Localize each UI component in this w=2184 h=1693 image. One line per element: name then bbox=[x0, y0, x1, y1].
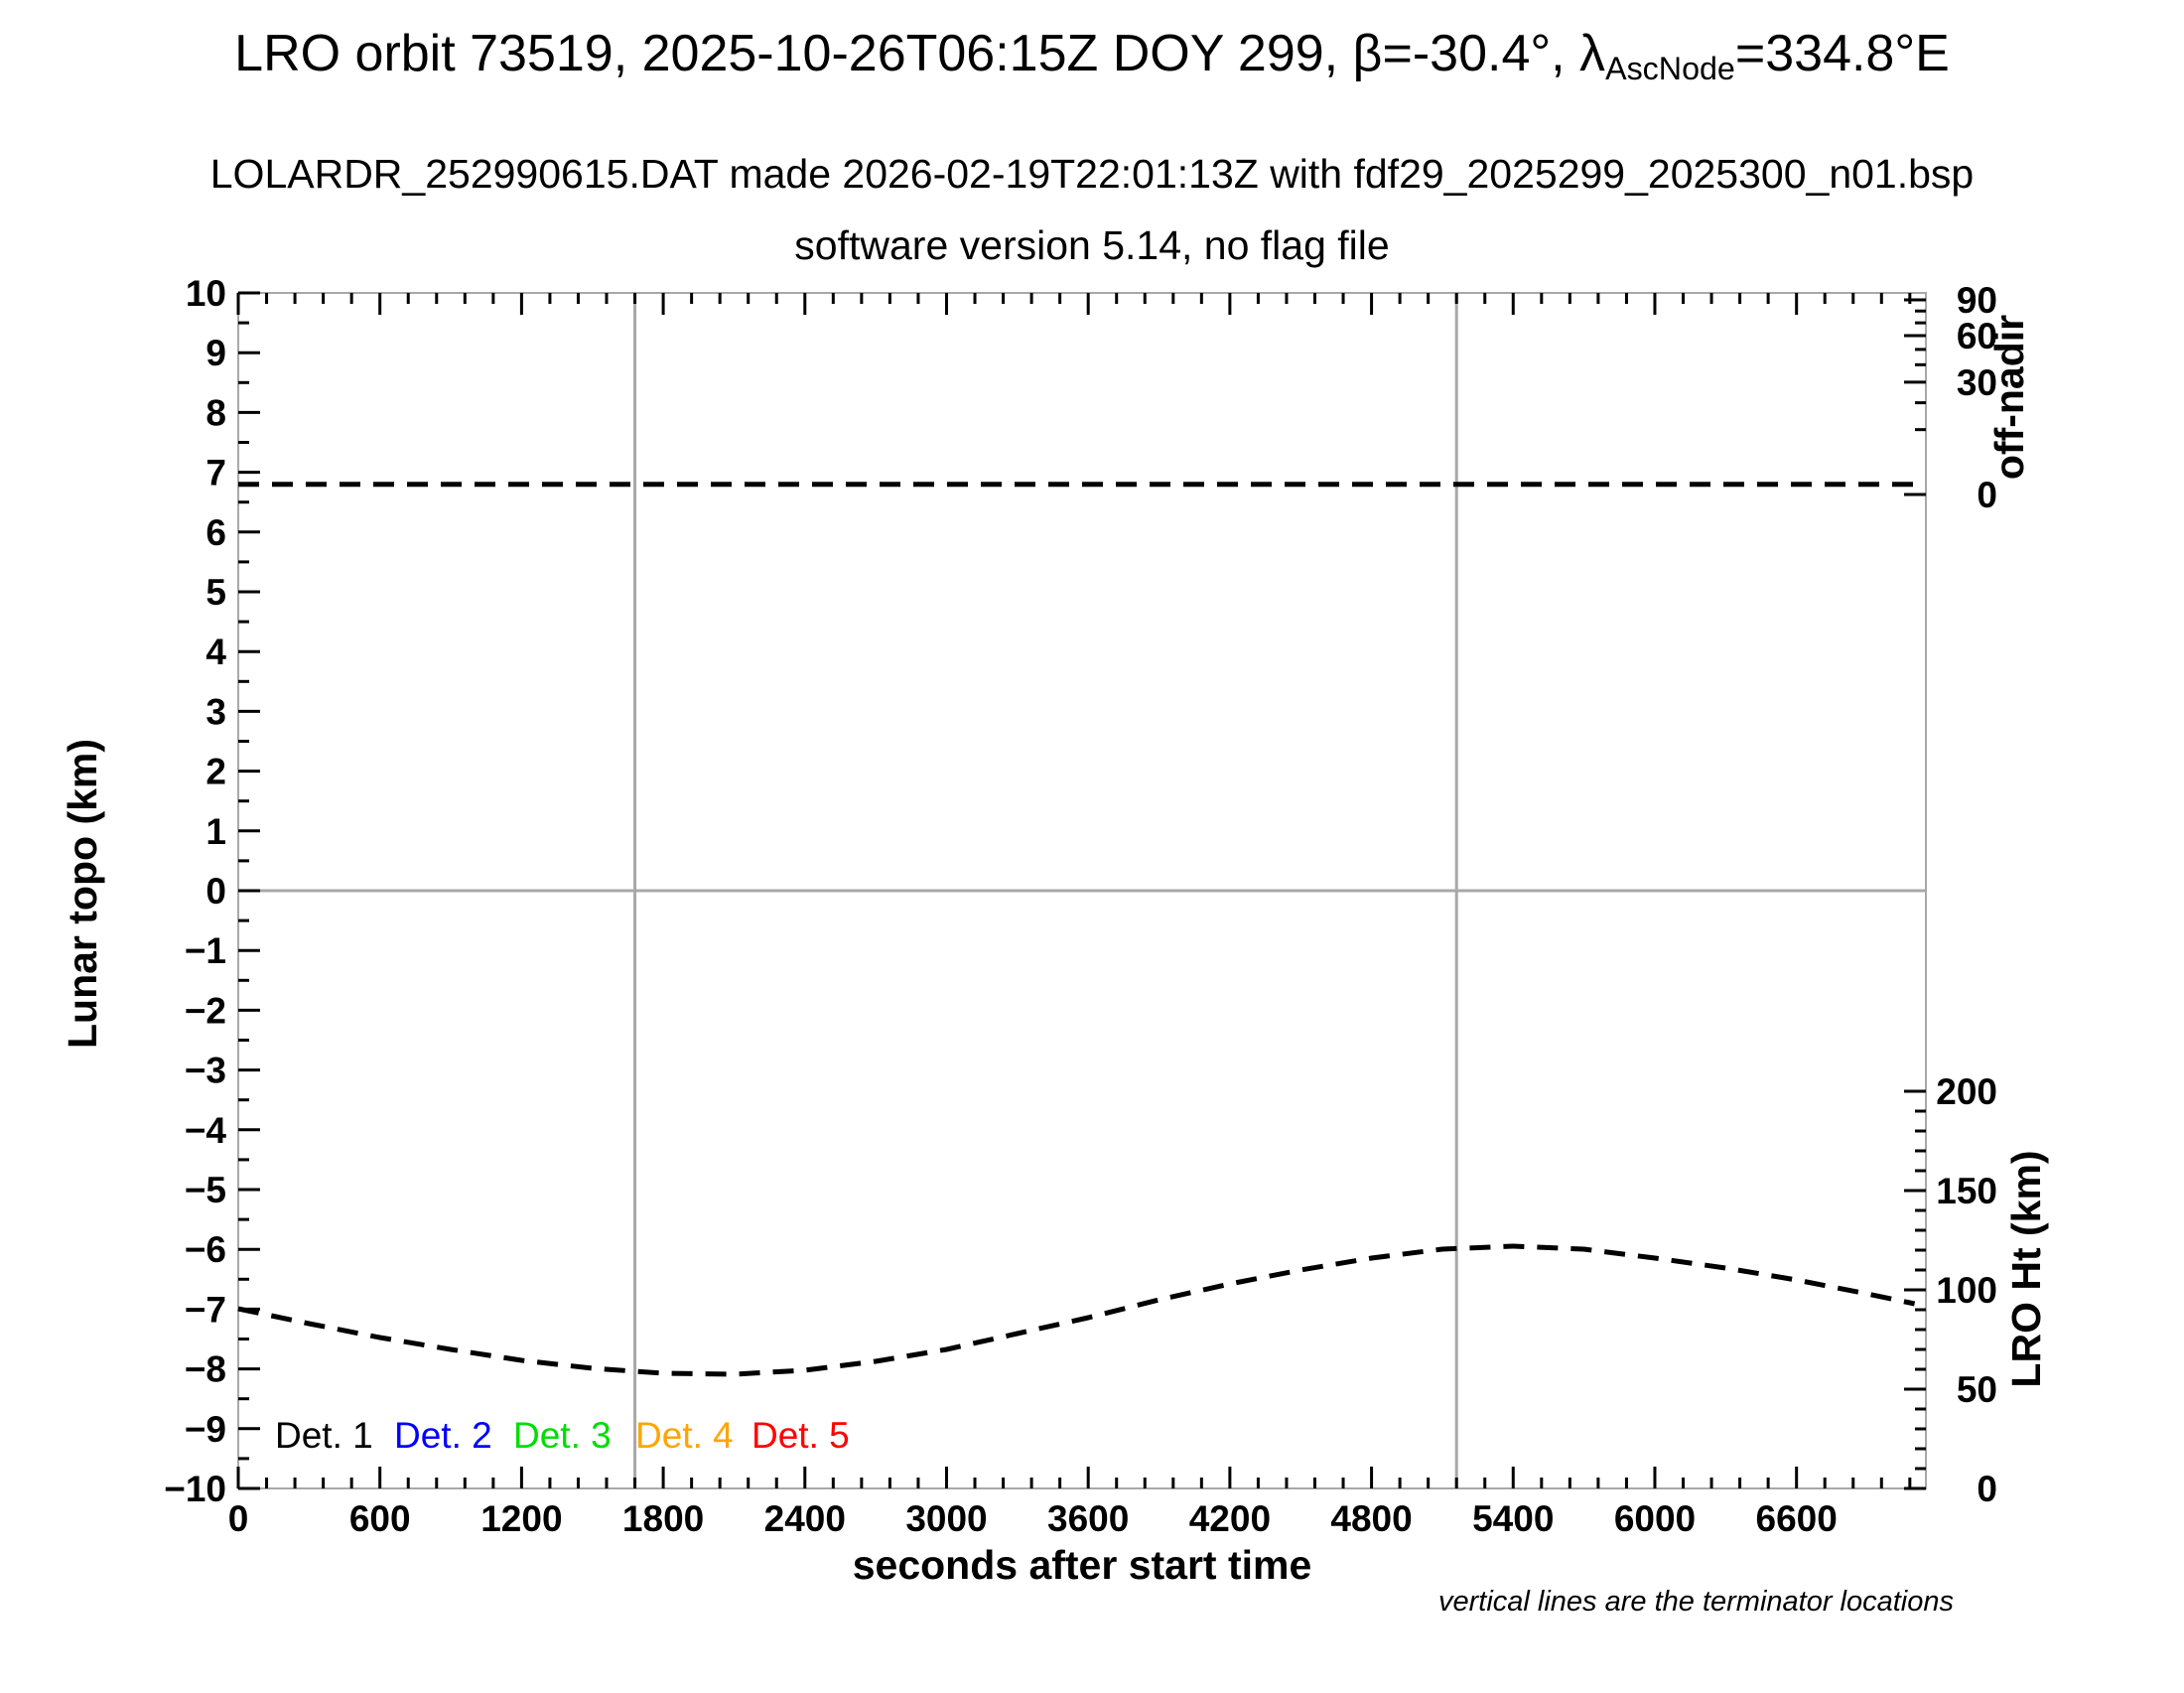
y-left-tick-label: 6 bbox=[205, 512, 226, 553]
figure-title-main: LRO orbit 73519, 2025-10-26T06:15Z DOY 2… bbox=[234, 25, 1606, 82]
x-axis-title: seconds after start time bbox=[853, 1542, 1312, 1588]
y-left-tick-label: 4 bbox=[205, 632, 226, 672]
y-axis-lroht-title: LRO Ht (km) bbox=[2003, 1150, 2049, 1387]
y-left-tick-label: −8 bbox=[185, 1349, 226, 1390]
y-left-tick-label: −2 bbox=[185, 990, 226, 1031]
lroht-tick-label: 150 bbox=[1936, 1171, 1997, 1211]
x-tick-label: 1800 bbox=[622, 1498, 704, 1539]
x-tick-label: 4800 bbox=[1330, 1498, 1412, 1539]
x-tick-label: 2400 bbox=[764, 1498, 846, 1539]
y-left-tick-label: 1 bbox=[205, 811, 226, 852]
lroht-tick-label: 0 bbox=[1977, 1469, 1997, 1509]
terminator-footnote: vertical lines are the terminator locati… bbox=[1438, 1586, 1954, 1618]
offnadir-tick-label: 90 bbox=[1957, 280, 1997, 321]
x-tick-label: 3000 bbox=[905, 1498, 987, 1539]
legend-item-2: Det. 2 bbox=[394, 1415, 492, 1456]
figure-subtitle-version: software version 5.14, no flag file bbox=[794, 222, 1390, 268]
lroht-tick-label: 200 bbox=[1936, 1071, 1997, 1112]
legend-item-4: Det. 4 bbox=[635, 1415, 734, 1456]
y-axis-offnadir-title: off-nadir bbox=[1986, 315, 2032, 480]
y-left-tick-label: 8 bbox=[205, 392, 226, 433]
y-left-tick-label: 5 bbox=[205, 572, 226, 613]
y-left-tick-label: 7 bbox=[205, 453, 226, 494]
lroht-tick-label: 100 bbox=[1936, 1270, 1997, 1311]
y-left-tick-label: 2 bbox=[205, 752, 226, 792]
x-tick-label: 6000 bbox=[1614, 1498, 1696, 1539]
y-left-tick-label: −1 bbox=[185, 930, 226, 971]
offnadir-tick-label: 60 bbox=[1957, 316, 1997, 356]
y-left-tick-label: −6 bbox=[185, 1229, 226, 1270]
gridlines bbox=[238, 293, 1926, 1488]
figure-title: LRO orbit 73519, 2025-10-26T06:15Z DOY 2… bbox=[0, 24, 2184, 87]
legend-item-3: Det. 3 bbox=[513, 1415, 612, 1456]
figure-title-subscript: AscNode bbox=[1605, 51, 1735, 87]
offnadir-tick-label: 0 bbox=[1977, 475, 1997, 515]
y-left-tick-label: −10 bbox=[164, 1469, 226, 1509]
y-left-tick-label: −7 bbox=[185, 1289, 226, 1330]
x-tick-label: 6600 bbox=[1756, 1498, 1838, 1539]
legend-item-1: Det. 1 bbox=[275, 1415, 373, 1456]
y-left-tick-label: 10 bbox=[186, 273, 226, 314]
x-tick-label: 1200 bbox=[480, 1498, 562, 1539]
y-left-tick-label: 0 bbox=[205, 871, 226, 912]
legend-item-5: Det. 5 bbox=[751, 1415, 850, 1456]
axis-ticks bbox=[236, 291, 1926, 1490]
y-left-tick-label: −3 bbox=[185, 1051, 226, 1091]
x-tick-label: 600 bbox=[349, 1498, 411, 1539]
curve-LRO-height bbox=[237, 1243, 1916, 1377]
offnadir-tick-label: 30 bbox=[1957, 362, 1997, 403]
figure-subtitle-file: LOLARDR_252990615.DAT made 2026-02-19T22… bbox=[209, 151, 1975, 197]
detector-legend: Det. 1 Det. 2 Det. 3 Det. 4 Det. 5 bbox=[275, 1415, 850, 1456]
y-left-tick-label: −9 bbox=[185, 1409, 226, 1450]
y-axis-left-title: Lunar topo (km) bbox=[60, 739, 105, 1049]
y-left-tick-label: 9 bbox=[205, 333, 226, 373]
x-tick-label: 3600 bbox=[1047, 1498, 1129, 1539]
data-curves bbox=[237, 482, 1926, 1377]
y-left-tick-label: 3 bbox=[205, 691, 226, 732]
x-tick-label: 5400 bbox=[1472, 1498, 1554, 1539]
x-tick-label: 0 bbox=[228, 1498, 249, 1539]
figure-title-suffix: =334.8°E bbox=[1734, 25, 1950, 82]
lroht-tick-label: 50 bbox=[1957, 1369, 1997, 1410]
tick-labels: 0 600 1200 1800 2400 3000 3600 4200 4800 5400 6000… bbox=[164, 273, 1997, 1539]
y-left-tick-label: −4 bbox=[185, 1110, 227, 1151]
y-left-tick-label: −5 bbox=[185, 1170, 226, 1210]
x-tick-label: 4200 bbox=[1189, 1498, 1271, 1539]
